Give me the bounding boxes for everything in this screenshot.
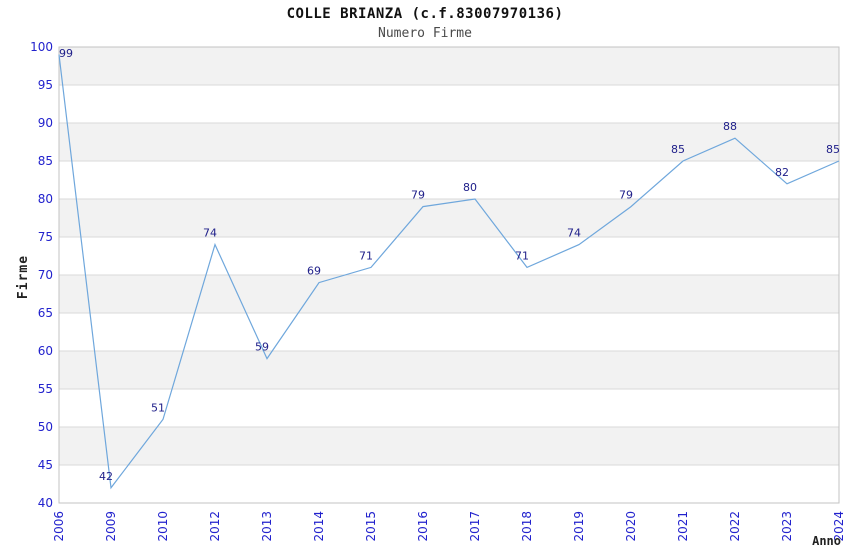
plot-band: [59, 427, 839, 465]
data-label: 79: [411, 189, 425, 202]
data-label: 99: [59, 47, 73, 60]
plot-band: [59, 199, 839, 237]
y-tick-label: 85: [38, 154, 53, 168]
x-tick-label: 2023: [780, 511, 794, 542]
data-label: 74: [203, 227, 217, 240]
x-tick-label: 2020: [624, 511, 638, 542]
y-tick-label: 60: [38, 344, 53, 358]
x-tick-label: 2017: [468, 511, 482, 542]
data-label: 80: [463, 181, 477, 194]
y-tick-label: 40: [38, 496, 53, 510]
data-label: 51: [151, 401, 165, 414]
y-tick-label: 75: [38, 230, 53, 244]
data-label: 69: [307, 265, 321, 278]
x-tick-label: 2013: [260, 511, 274, 542]
data-label: 71: [359, 249, 373, 262]
data-label: 42: [99, 470, 113, 483]
plot-band: [59, 351, 839, 389]
y-tick-label: 45: [38, 458, 53, 472]
x-tick-label: 2010: [156, 511, 170, 542]
x-tick-label: 2019: [572, 511, 586, 542]
y-tick-label: 50: [38, 420, 53, 434]
y-tick-label: 65: [38, 306, 53, 320]
plot-border: [58, 46, 840, 504]
x-tick-label: 2009: [104, 511, 118, 542]
data-label: 59: [255, 341, 269, 354]
plot-band: [59, 47, 839, 85]
x-tick-label: 2014: [312, 511, 326, 542]
data-label: 71: [515, 249, 529, 262]
y-tick-label: 90: [38, 116, 53, 130]
plot-band: [59, 275, 839, 313]
data-label: 79: [619, 189, 633, 202]
data-label: 85: [671, 143, 685, 156]
plot-band: [59, 123, 839, 161]
x-tick-label: 2021: [676, 511, 690, 542]
data-label: 88: [723, 120, 737, 133]
x-tick-label: 2015: [364, 511, 378, 542]
data-label: 85: [826, 143, 840, 156]
x-tick-label: 2012: [208, 511, 222, 542]
data-label: 74: [567, 227, 581, 240]
y-tick-label: 80: [38, 192, 53, 206]
y-tick-label: 55: [38, 382, 53, 396]
x-tick-label: 2016: [416, 511, 430, 542]
x-tick-label: 2024: [832, 511, 846, 542]
y-tick-label: 100: [30, 40, 53, 54]
y-tick-label: 70: [38, 268, 53, 282]
x-tick-label: 2018: [520, 511, 534, 542]
x-tick-label: 2022: [728, 511, 742, 542]
y-tick-label: 95: [38, 78, 53, 92]
chart-subtitle: Numero Firme: [378, 26, 472, 41]
y-axis-title: Firme: [16, 255, 31, 299]
x-axis-title: Anno: [812, 534, 841, 548]
chart-title: COLLE BRIANZA (c.f.83007970136): [286, 6, 564, 22]
x-tick-label: 2006: [52, 511, 66, 542]
series-line: [58, 54, 840, 490]
data-label: 82: [775, 166, 789, 179]
